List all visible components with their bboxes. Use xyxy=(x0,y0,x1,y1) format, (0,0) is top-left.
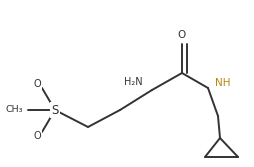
Text: O: O xyxy=(33,79,41,89)
Text: O: O xyxy=(33,131,41,141)
Text: S: S xyxy=(51,104,58,117)
Text: H₂N: H₂N xyxy=(124,77,142,87)
Text: O: O xyxy=(177,30,185,40)
Text: CH₃: CH₃ xyxy=(5,106,23,115)
Text: NH: NH xyxy=(214,78,230,88)
